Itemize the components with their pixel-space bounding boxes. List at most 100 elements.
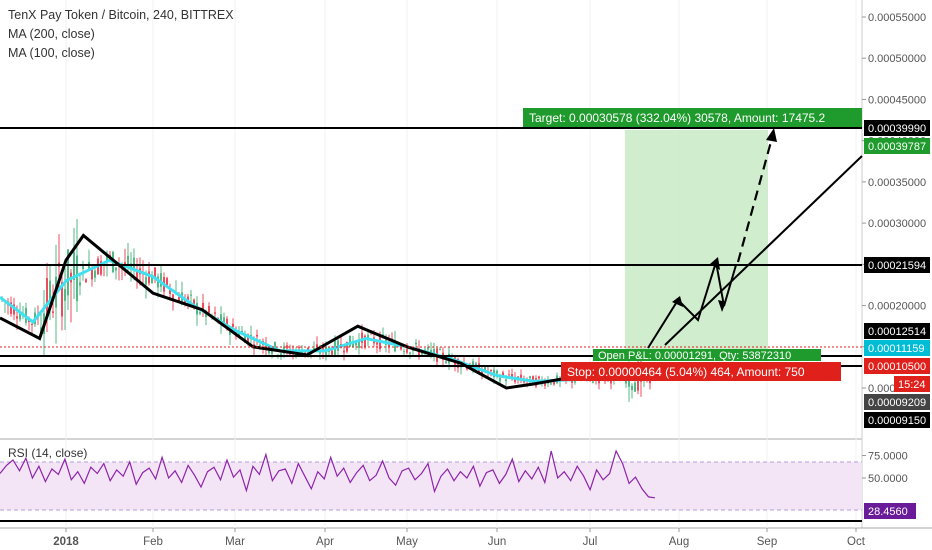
candle-body: [82, 264, 84, 269]
ma200-legend[interactable]: MA (200, close): [8, 27, 95, 41]
candle-body: [424, 349, 426, 351]
time-axis[interactable]: 2018 Feb Mar Apr May Jun Jul Aug Sep Oct: [53, 528, 866, 548]
chart-title[interactable]: TenX Pay Token / Bitcoin, 240, BITTREX: [8, 8, 234, 22]
candle-body: [475, 363, 477, 367]
candle-body: [634, 382, 636, 392]
candle-body: [355, 341, 357, 346]
candle-body: [484, 366, 486, 373]
price-tag-bg: [864, 394, 930, 410]
price-tick-label: 0.00035000: [868, 177, 926, 189]
projection-path[interactable]: [647, 261, 737, 349]
candle-body: [331, 350, 333, 355]
candle-body: [202, 302, 204, 309]
candle-body: [178, 297, 180, 301]
stop-label[interactable]: Stop: 0.00000464 (5.04%) 464, Amount: 75…: [567, 365, 805, 379]
rsi-value-tag-bg: [864, 503, 916, 519]
candle-body: [85, 279, 87, 283]
candle-body: [238, 331, 240, 337]
candle-body: [496, 370, 498, 374]
candle-body: [574, 381, 576, 383]
rsi-axis[interactable]: 75.0000 50.0000 28.4560: [862, 451, 916, 520]
price-tag-bg: [864, 358, 930, 374]
candle-body: [61, 282, 63, 317]
rsi-legend[interactable]: RSI (14, close): [8, 446, 88, 460]
time-tick-label: Feb: [143, 536, 163, 548]
open-pl-label[interactable]: Open P&L: 0.00001291, Qty: 53872310: [598, 350, 791, 362]
candle-body: [256, 334, 258, 337]
candle-body: [76, 255, 78, 302]
price-tick-label: 0.00055000: [868, 12, 926, 24]
candle-body: [406, 349, 408, 353]
candle-body: [544, 383, 546, 386]
rsi-tick-label: 50.0000: [868, 473, 908, 485]
candle-body: [190, 294, 192, 296]
candle-body: [79, 282, 81, 286]
rsi-line: [0, 449, 656, 499]
candle-body: [316, 344, 318, 347]
candle-body: [91, 268, 93, 280]
time-tick-label: Mar: [225, 536, 245, 548]
candle-body: [511, 374, 513, 378]
candle-body: [349, 335, 351, 347]
candle-body: [529, 376, 531, 379]
time-tick-label: Sep: [757, 536, 777, 548]
candle-body: [439, 349, 441, 351]
candle-body: [64, 289, 66, 301]
candle-body: [550, 383, 552, 385]
candle-body: [115, 267, 117, 271]
candle-body: [19, 313, 21, 320]
candle-body: [214, 312, 216, 314]
candle-body: [367, 334, 369, 339]
price-tag-bg: [864, 323, 930, 339]
price-tick-label: 0.00020000: [868, 301, 926, 313]
time-tick-label: Jul: [583, 536, 598, 548]
target-dashed-arrow[interactable]: [736, 137, 774, 263]
price-tag-bg: [864, 340, 930, 356]
price-tag-label: 0.00039990: [868, 123, 926, 135]
target-label[interactable]: Target: 0.00030578 (332.04%) 30578, Amou…: [529, 111, 826, 125]
candle-body: [184, 298, 186, 304]
price-tag-label: 0.00021594: [868, 260, 926, 272]
target-label-bg: [523, 108, 862, 127]
candle-body: [154, 267, 156, 278]
price-tick-label: 0.00030000: [868, 218, 926, 230]
candle-body: [49, 280, 51, 305]
price-tag-bg: [864, 120, 930, 136]
ma100-legend[interactable]: MA (100, close): [8, 46, 95, 60]
candle-body: [145, 277, 147, 285]
candle-body: [466, 367, 468, 370]
candle-body: [193, 299, 195, 308]
candle-body: [241, 330, 243, 333]
trend-line[interactable]: [664, 155, 863, 346]
candle-body: [31, 323, 33, 325]
candle-body: [133, 257, 135, 269]
candle-body: [286, 345, 288, 349]
candle-body: [271, 350, 273, 354]
time-tick-label: Aug: [669, 536, 689, 548]
candle-body: [232, 323, 234, 328]
candle-body: [151, 275, 153, 284]
candle-body: [226, 318, 228, 329]
open-pl-label-bg: [593, 349, 821, 361]
candle-body: [538, 376, 540, 379]
candle-body: [94, 270, 96, 278]
arrow-head: [672, 296, 683, 307]
candle-body: [445, 361, 447, 363]
candle-body: [592, 381, 594, 383]
price-tag-label: 0.00010500: [868, 361, 926, 373]
candle-body: [610, 379, 612, 384]
profit-zone: [625, 130, 768, 350]
candle-body: [244, 335, 246, 344]
arrow-head: [710, 257, 720, 270]
candle-body: [598, 379, 600, 384]
candle-body: [346, 341, 348, 352]
candle-body: [322, 345, 324, 353]
candle-body: [127, 255, 129, 269]
time-tick-label: Oct: [847, 536, 866, 548]
price-tag-bg: [894, 376, 930, 392]
candle-body: [268, 349, 270, 354]
candle-body: [364, 335, 366, 347]
candle-body: [220, 314, 222, 325]
candle-body: [166, 277, 168, 286]
